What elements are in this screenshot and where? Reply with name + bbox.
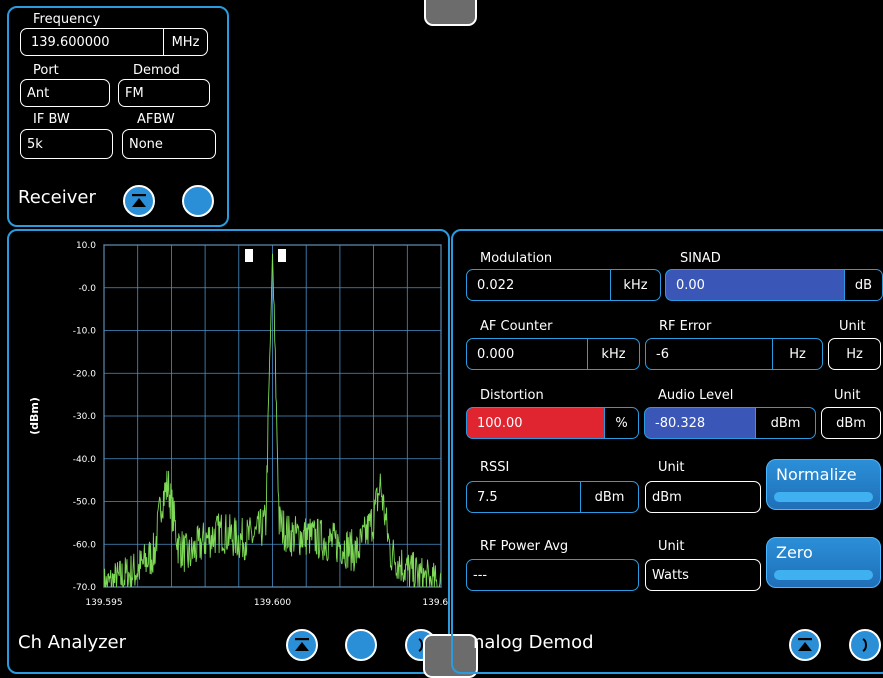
rf-error-value: -6 bbox=[656, 346, 669, 362]
y-tick-label: -0.0 bbox=[78, 284, 96, 294]
demod-label: Demod bbox=[133, 63, 180, 78]
rssi-value: 7.5 bbox=[477, 489, 498, 505]
audio-level-field[interactable]: -80.328 dBm bbox=[644, 407, 816, 439]
modulation-value: 0.022 bbox=[477, 277, 515, 293]
top-tab-handle[interactable] bbox=[424, 0, 477, 26]
frequency-field[interactable]: 139.600000 MHz bbox=[20, 28, 208, 56]
demod-field[interactable]: FM bbox=[118, 79, 210, 107]
af-counter-label: AF Counter bbox=[480, 319, 553, 334]
audio-level-unit: dBm bbox=[755, 408, 815, 438]
ifbw-label: IF BW bbox=[33, 112, 70, 127]
ifbw-field[interactable]: 5k bbox=[20, 129, 113, 159]
marker-1 bbox=[245, 249, 253, 262]
y-tick-label: -20.0 bbox=[73, 369, 97, 379]
afbw-field[interactable]: None bbox=[122, 129, 216, 159]
collapse-icon bbox=[295, 638, 309, 651]
audio-level-label: Audio Level bbox=[658, 388, 734, 403]
af-counter-value: 0.000 bbox=[477, 346, 515, 362]
marker-2 bbox=[278, 249, 286, 262]
y-tick-label: -70.0 bbox=[73, 583, 97, 593]
y-tick-label: 10.0 bbox=[76, 241, 96, 251]
rf-error-field[interactable]: -6 Hz bbox=[645, 338, 823, 370]
frequency-label: Frequency bbox=[33, 12, 101, 27]
receiver-collapse-button[interactable] bbox=[123, 185, 155, 217]
rssi-field[interactable]: 7.5 dBm bbox=[466, 481, 639, 513]
zero-label: Zero bbox=[776, 543, 813, 562]
analog-demod-menu-button[interactable] bbox=[849, 629, 881, 661]
modulation-label: Modulation bbox=[480, 251, 553, 266]
ch-analyzer-title: Ch Analyzer bbox=[18, 632, 127, 653]
rssi-unit: dBm bbox=[580, 482, 638, 512]
menu-icon bbox=[418, 638, 423, 652]
y-tick-label: -50.0 bbox=[73, 498, 97, 508]
analog-demod-collapse-button[interactable] bbox=[789, 629, 821, 661]
unit4-label: Unit bbox=[658, 539, 685, 554]
y-axis-label: (dBm) bbox=[28, 397, 41, 435]
afbw-label: AFBW bbox=[137, 112, 175, 127]
port-field[interactable]: Ant bbox=[20, 79, 110, 107]
x-tick-label: 139.605 bbox=[422, 598, 448, 608]
distortion-label: Distortion bbox=[480, 388, 544, 403]
distortion-unit: % bbox=[604, 408, 638, 438]
collapse-icon bbox=[798, 638, 812, 651]
ch-analyzer-circle-button[interactable] bbox=[345, 629, 377, 661]
receiver-panel: Frequency 139.600000 MHz Port Demod Ant … bbox=[7, 6, 229, 227]
y-tick-label: -30.0 bbox=[73, 412, 97, 422]
unit2-field[interactable]: dBm bbox=[821, 407, 881, 439]
y-tick-label: -40.0 bbox=[73, 455, 97, 465]
spectrum-chart[interactable]: 10.0 -0.0 -10.0 -20.0 -30.0 -40.0 -50.0 -60.0 -7… bbox=[9, 231, 448, 621]
ch-analyzer-collapse-button[interactable] bbox=[286, 629, 318, 661]
spectrum-trace bbox=[103, 253, 442, 589]
sinad-label: SINAD bbox=[680, 251, 721, 266]
unit3-label: Unit bbox=[658, 460, 685, 475]
af-counter-unit: kHz bbox=[587, 339, 639, 369]
port-label: Port bbox=[33, 63, 59, 78]
y-tick-label: -10.0 bbox=[73, 327, 97, 337]
distortion-value: 100.00 bbox=[477, 415, 523, 431]
receiver-circle-button[interactable] bbox=[182, 185, 214, 217]
collapse-icon bbox=[132, 194, 146, 207]
ch-analyzer-panel: 10.0 -0.0 -10.0 -20.0 -30.0 -40.0 -50.0 -60.0 -7… bbox=[7, 229, 450, 674]
rf-power-label: RF Power Avg bbox=[480, 539, 569, 554]
frequency-value: 139.600000 bbox=[31, 34, 110, 50]
unit1-field[interactable]: Hz bbox=[828, 338, 881, 370]
af-counter-field[interactable]: 0.000 kHz bbox=[466, 338, 640, 370]
unit1-label: Unit bbox=[839, 319, 866, 334]
distortion-field[interactable]: 100.00 % bbox=[466, 407, 639, 439]
sinad-unit: dB bbox=[844, 270, 882, 300]
y-tick-label: -60.0 bbox=[73, 540, 97, 550]
normalize-label: Normalize bbox=[776, 465, 857, 484]
modulation-field[interactable]: 0.022 kHz bbox=[466, 269, 661, 301]
rf-error-unit: Hz bbox=[772, 339, 822, 369]
normalize-button[interactable]: Normalize bbox=[766, 459, 881, 510]
rssi-label: RSSI bbox=[480, 460, 510, 475]
sinad-field[interactable]: 0.00 dB bbox=[665, 269, 883, 301]
x-tick-label: 139.600 bbox=[254, 598, 291, 608]
rf-power-field[interactable]: --- bbox=[466, 559, 639, 591]
frequency-unit: MHz bbox=[163, 29, 207, 55]
rf-error-label: RF Error bbox=[659, 319, 712, 334]
analog-demod-title: nalog Demod bbox=[473, 632, 594, 653]
audio-level-value: -80.328 bbox=[655, 415, 706, 431]
unit4-field[interactable]: Watts bbox=[645, 559, 761, 591]
receiver-title: Receiver bbox=[18, 187, 96, 208]
unit3-field[interactable]: dBm bbox=[645, 481, 761, 513]
zero-button[interactable]: Zero bbox=[766, 537, 881, 588]
modulation-unit: kHz bbox=[610, 270, 660, 300]
analog-demod-panel: Modulation SINAD 0.022 kHz 0.00 dB AF Co… bbox=[451, 229, 883, 674]
unit2-label: Unit bbox=[834, 388, 861, 403]
sinad-value: 0.00 bbox=[676, 277, 705, 293]
x-tick-label: 139.595 bbox=[85, 598, 122, 608]
menu-icon bbox=[862, 638, 867, 652]
